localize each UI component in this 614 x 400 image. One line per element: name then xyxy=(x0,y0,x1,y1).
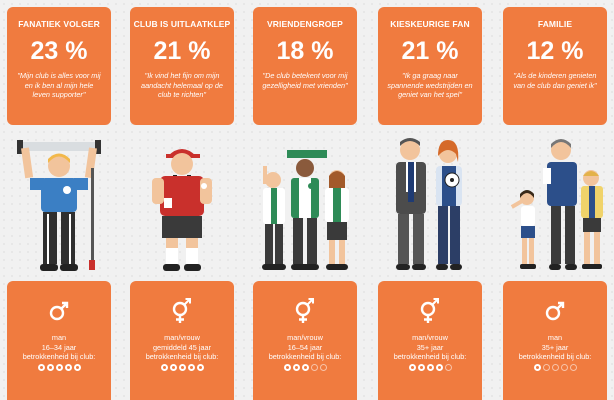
segment-profile-card: man 35+ jaar betrokkenheid bij club: xyxy=(503,281,607,400)
rating-dot-filled-icon xyxy=(64,363,72,371)
segment-title: VRIENDENGROEP xyxy=(267,19,343,29)
female-male-symbol-icon xyxy=(417,298,443,324)
rating-dot-filled-icon xyxy=(426,363,434,371)
segment-quote: "Mijn club is alles voor mij en ik ben a… xyxy=(17,71,101,99)
segment-age: 16–54 jaar xyxy=(287,342,323,352)
female-male-symbol-icon xyxy=(292,298,318,324)
segment-fanatiek-volger: FANATIEK VOLGER 23 % "Mijn club is alles… xyxy=(7,0,111,400)
rating-dot-filled-icon xyxy=(55,363,63,371)
involvement-rating xyxy=(7,363,111,371)
segment-familie: FAMILIE 12 % "Als de kinderen genieten v… xyxy=(503,0,607,400)
segment-quote: "Als de kinderen genieten van de club da… xyxy=(513,71,597,90)
segment-header-card: FANATIEK VOLGER 23 % "Mijn club is alles… xyxy=(7,7,111,125)
segment-percentage: 21 % xyxy=(153,37,211,65)
segment-percentage: 18 % xyxy=(276,37,334,65)
involvement-label: betrokkenheid bij club: xyxy=(22,352,96,362)
rating-dot-empty-icon xyxy=(310,363,318,371)
segment-age: 35+ jaar xyxy=(541,342,569,352)
segment-title: FAMILIE xyxy=(537,19,573,29)
segment-profile-card: man/vrouw 35+ jaar betrokkenheid bij clu… xyxy=(378,281,482,400)
segment-age: 35+ jaar xyxy=(416,342,444,352)
rating-dot-filled-icon xyxy=(435,363,443,371)
rating-dot-empty-icon xyxy=(569,363,577,371)
segment-profile-card: man 16–34 jaar betrokkenheid bij club: xyxy=(7,281,111,400)
involvement-rating xyxy=(503,363,607,371)
involvement-rating xyxy=(378,363,482,371)
rating-dot-filled-icon xyxy=(283,363,291,371)
segment-header-card: KIESKEURIGE FAN 21 % "Ik ga graag naar s… xyxy=(378,7,482,125)
segment-quote: "De club betekent voor mij gezelligheid … xyxy=(262,71,348,90)
involvement-label: betrokkenheid bij club: xyxy=(518,352,592,362)
rating-dot-empty-icon xyxy=(551,363,559,371)
rating-dot-filled-icon xyxy=(169,363,177,371)
segment-club-is-uitlaatklep: CLUB IS UITLAATKLEP 21 % "Ik vind het fi… xyxy=(130,0,234,400)
segment-age: 16–34 jaar xyxy=(41,342,77,352)
friends-group-illustration xyxy=(253,128,357,278)
male-symbol-icon xyxy=(542,298,568,324)
rating-dot-filled-icon xyxy=(292,363,300,371)
segment-title: KIESKEURIGE FAN xyxy=(390,19,470,29)
involvement-label: betrokkenheid bij club: xyxy=(393,352,467,362)
rating-dot-filled-icon xyxy=(533,363,541,371)
rating-dot-filled-icon xyxy=(187,363,195,371)
segment-percentage: 23 % xyxy=(30,37,88,65)
rating-dot-empty-icon xyxy=(542,363,550,371)
segment-gender: man/vrouw xyxy=(287,333,323,342)
segment-percentage: 12 % xyxy=(526,37,584,65)
segment-percentage: 21 % xyxy=(401,37,459,65)
segment-header-card: VRIENDENGROEP 18 % "De club betekent voo… xyxy=(253,7,357,125)
segment-quote: "Ik vind het fijn om mijn aandacht helem… xyxy=(141,71,223,99)
segment-gender: man xyxy=(547,333,563,342)
involvement-label: betrokkenheid bij club: xyxy=(145,352,219,362)
segment-kieskeurige-fan: KIESKEURIGE FAN 21 % "Ik ga graag naar s… xyxy=(378,0,482,400)
rating-dot-filled-icon xyxy=(178,363,186,371)
rating-dot-filled-icon xyxy=(301,363,309,371)
segment-age: gemiddeld 45 jaar xyxy=(152,342,211,352)
segment-quote: "Ik ga graag naar spannende wedstrijden … xyxy=(387,71,473,99)
selective-fan-illustration xyxy=(378,128,482,278)
segment-gender: man/vrouw xyxy=(164,333,200,342)
rating-dot-filled-icon xyxy=(408,363,416,371)
segment-title: CLUB IS UITLAATKLEP xyxy=(133,19,231,29)
rating-dot-filled-icon xyxy=(196,363,204,371)
rating-dot-empty-icon xyxy=(319,363,327,371)
involvement-rating xyxy=(253,363,357,371)
outlet-supporter-illustration xyxy=(130,128,234,278)
segment-title: FANATIEK VOLGER xyxy=(18,19,100,29)
rating-dot-empty-icon xyxy=(444,363,452,371)
involvement-rating xyxy=(130,363,234,371)
segment-profile-card: man/vrouw gemiddeld 45 jaar betrokkenhei… xyxy=(130,281,234,400)
rating-dot-filled-icon xyxy=(417,363,425,371)
involvement-label: betrokkenheid bij club: xyxy=(268,352,342,362)
family-illustration xyxy=(503,128,607,278)
male-symbol-icon xyxy=(46,298,72,324)
female-male-symbol-icon xyxy=(169,298,195,324)
fanatic-supporter-illustration xyxy=(7,128,111,278)
segment-header-card: CLUB IS UITLAATKLEP 21 % "Ik vind het fi… xyxy=(130,7,234,125)
rating-dot-empty-icon xyxy=(560,363,568,371)
segment-gender: man/vrouw xyxy=(412,333,448,342)
segment-vriendengroep: VRIENDENGROEP 18 % "De club betekent voo… xyxy=(253,0,357,400)
rating-dot-filled-icon xyxy=(46,363,54,371)
segment-header-card: FAMILIE 12 % "Als de kinderen genieten v… xyxy=(503,7,607,125)
rating-dot-filled-icon xyxy=(73,363,81,371)
rating-dot-filled-icon xyxy=(37,363,45,371)
segment-profile-card: man/vrouw 16–54 jaar betrokkenheid bij c… xyxy=(253,281,357,400)
segment-gender: man xyxy=(51,333,67,342)
rating-dot-filled-icon xyxy=(160,363,168,371)
